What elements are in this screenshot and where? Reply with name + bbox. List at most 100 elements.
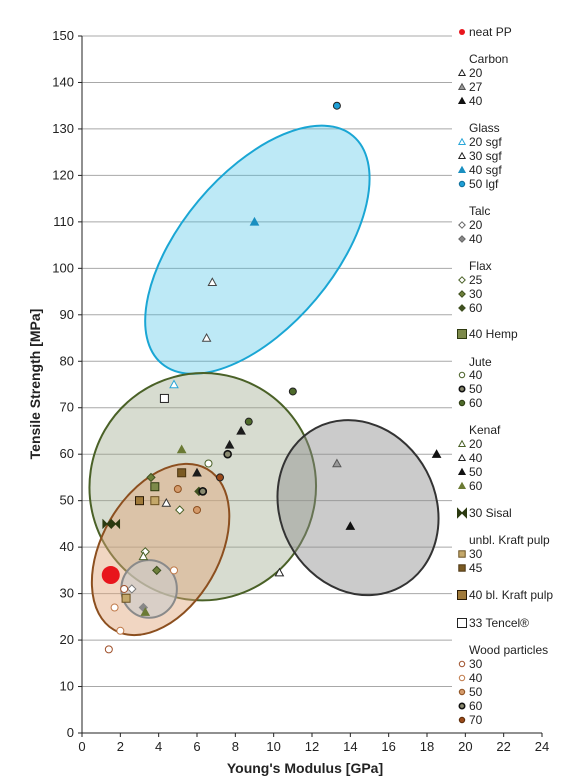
- legend-marker: [457, 137, 467, 146]
- data-points: [101, 101, 442, 654]
- point-flax-30: [146, 472, 156, 483]
- point-neat-pp-neat-pp: [101, 566, 120, 585]
- carbon-ellipse: [276, 419, 440, 597]
- point-wood-particles-50: [173, 485, 182, 494]
- x-tick-label: 16: [381, 739, 395, 754]
- point-carbon-40: [431, 449, 442, 458]
- legend-label: 60: [469, 479, 483, 493]
- legend-marker: [457, 151, 467, 160]
- legend-label: 40 bl. Kraft pulp: [469, 588, 553, 602]
- y-tick-label: 50: [60, 493, 74, 508]
- legend-label: 30 sgf: [469, 149, 502, 163]
- y-tick-label: 80: [60, 353, 74, 368]
- legend-marker: [457, 165, 467, 174]
- point-kenaf-60: [140, 607, 151, 616]
- point-sisal-30-sisal-shape: [111, 518, 121, 530]
- x-tick-label: 14: [343, 739, 357, 754]
- legend-marker: [458, 564, 466, 572]
- legend-label: 30: [469, 287, 483, 301]
- legend-heading: Wood particles: [469, 643, 548, 657]
- glass-ellipse: [144, 124, 371, 375]
- legend-label: 33 Tencel®: [469, 616, 529, 630]
- x-tick-label: 18: [420, 739, 434, 754]
- legend-marker: [458, 399, 466, 407]
- legend-label: 40 sgf: [469, 163, 502, 177]
- legend-marker: [457, 507, 467, 519]
- legend-marker: [458, 674, 466, 682]
- gridlines: [82, 35, 452, 688]
- point-kenaf-60: [176, 444, 187, 454]
- y-tick-label: 20: [60, 632, 74, 647]
- legend-marker-shape: [457, 507, 467, 519]
- legend-heading: Carbon: [469, 52, 508, 66]
- point-wood-particles-40: [170, 566, 178, 575]
- legend-label: 20: [469, 218, 483, 232]
- point-wood-particles-40: [110, 603, 119, 612]
- legend-marker: [457, 467, 467, 476]
- legend-label: 50 lgf: [469, 177, 499, 191]
- point-jute-50: [223, 449, 232, 459]
- legend-label: 30: [469, 657, 483, 671]
- point-wood-particles-60: [198, 487, 208, 496]
- point-glass-50-lgf: [332, 101, 341, 110]
- legend-marker: [458, 550, 466, 558]
- legend-marker: [457, 96, 467, 105]
- legend-heading: Kenaf: [469, 423, 501, 437]
- legend-label: 50: [469, 685, 483, 699]
- y-tick-label: 0: [67, 725, 74, 740]
- y-tick-label: 140: [52, 74, 74, 89]
- legend-label: 25: [469, 273, 483, 287]
- legend-label: 40: [469, 368, 483, 382]
- point-sisal-30-sisal: [102, 518, 112, 530]
- y-tick-label: 40: [60, 539, 74, 554]
- y-tick-label: 130: [52, 121, 74, 136]
- legend-label: 40: [469, 451, 483, 465]
- legend-marker: [457, 618, 467, 628]
- legend-marker: [457, 453, 467, 462]
- legend-label: 30: [469, 547, 483, 561]
- legend-marker: [458, 702, 466, 710]
- y-tick-label: 100: [52, 260, 74, 275]
- x-tick-label: 20: [458, 739, 472, 754]
- point-glass-20-sgf: [169, 379, 179, 389]
- legend-label: 50: [469, 382, 483, 396]
- y-axis-title: Tensile Strength [MPa]: [27, 309, 43, 460]
- legend-marker: [458, 371, 466, 379]
- legend-marker: [458, 688, 466, 696]
- x-tick-label: 6: [193, 739, 200, 754]
- legend-label: 70: [469, 713, 483, 727]
- x-tick-label: 0: [78, 739, 85, 754]
- legend-label: 40: [469, 94, 483, 108]
- point-kenaf-50: [236, 425, 246, 435]
- y-tick-label: 30: [60, 586, 74, 601]
- point-unbl-kraft-pulp-30: [121, 593, 131, 603]
- legend-marker: [459, 29, 465, 35]
- point-carbon-27: [332, 458, 342, 468]
- legend-label: 40: [469, 232, 483, 246]
- legend-heading: Flax: [469, 259, 492, 273]
- point-sisal-30-sisal-shape: [102, 518, 112, 530]
- x-tick-label: 10: [266, 739, 280, 754]
- point-glass-30-sgf: [207, 277, 218, 286]
- legend-marker: [458, 660, 466, 668]
- legend-label: 50: [469, 465, 483, 479]
- legend-label: 20: [469, 437, 483, 451]
- legend-heading: unbl. Kraft pulp: [469, 533, 550, 547]
- point-unbl-kraft-pulp-30: [150, 496, 160, 506]
- x-axis-title: Young's Modulus [GPa]: [227, 760, 383, 776]
- legend-label: 60: [469, 699, 483, 713]
- point-wood-particles-40: [116, 626, 125, 635]
- legend-marker: [458, 180, 466, 188]
- point-unbl-kraft-pulp-45: [177, 468, 187, 478]
- x-tick-label: 22: [496, 739, 510, 754]
- legend-marker: [458, 304, 466, 312]
- y-tick-label: 120: [52, 167, 74, 182]
- y-tick-labels: 0 10 20 30 40 50 60 70 80 90 100 110 120 130 140 150: [52, 28, 82, 740]
- legend-label: 30 Sisal: [469, 506, 512, 520]
- legend-marker: [458, 385, 466, 393]
- y-tick-label: 110: [53, 214, 74, 229]
- legend-label: 40: [469, 671, 483, 685]
- y-tick-label: 150: [52, 28, 74, 43]
